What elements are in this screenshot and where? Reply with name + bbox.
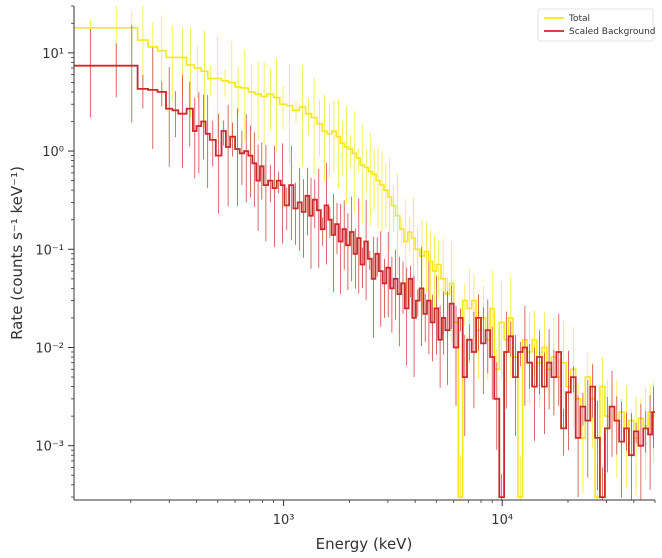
y-tick-label: 10⁻³ [35,440,64,455]
x-tick-label: 10⁴ [491,513,513,528]
plot-area [74,6,655,500]
series-line [74,64,655,498]
legend: Total Scaled Background [537,8,655,42]
series-line [74,27,655,498]
y-tick-label: 10⁻¹ [35,243,64,258]
legend-frame [537,8,654,42]
x-tick-label: 10³ [273,513,295,528]
tick-marks: 10⁻³ 10⁻² 10⁻¹ 10⁰ 10¹ 10³ 10⁴ [35,5,656,528]
x-axis-label: Energy (keV) [316,535,413,553]
y-tick-label: 10¹ [42,47,64,62]
axes [73,6,655,501]
y-axis-label: Rate (counts s⁻¹ keV⁻¹) [8,166,26,340]
y-tick-label: 10⁻² [35,341,64,356]
legend-label-total: Total [568,14,590,24]
y-tick-label: 10⁰ [42,145,64,160]
legend-label-background: Scaled Background [569,27,655,37]
series-background [74,25,655,500]
